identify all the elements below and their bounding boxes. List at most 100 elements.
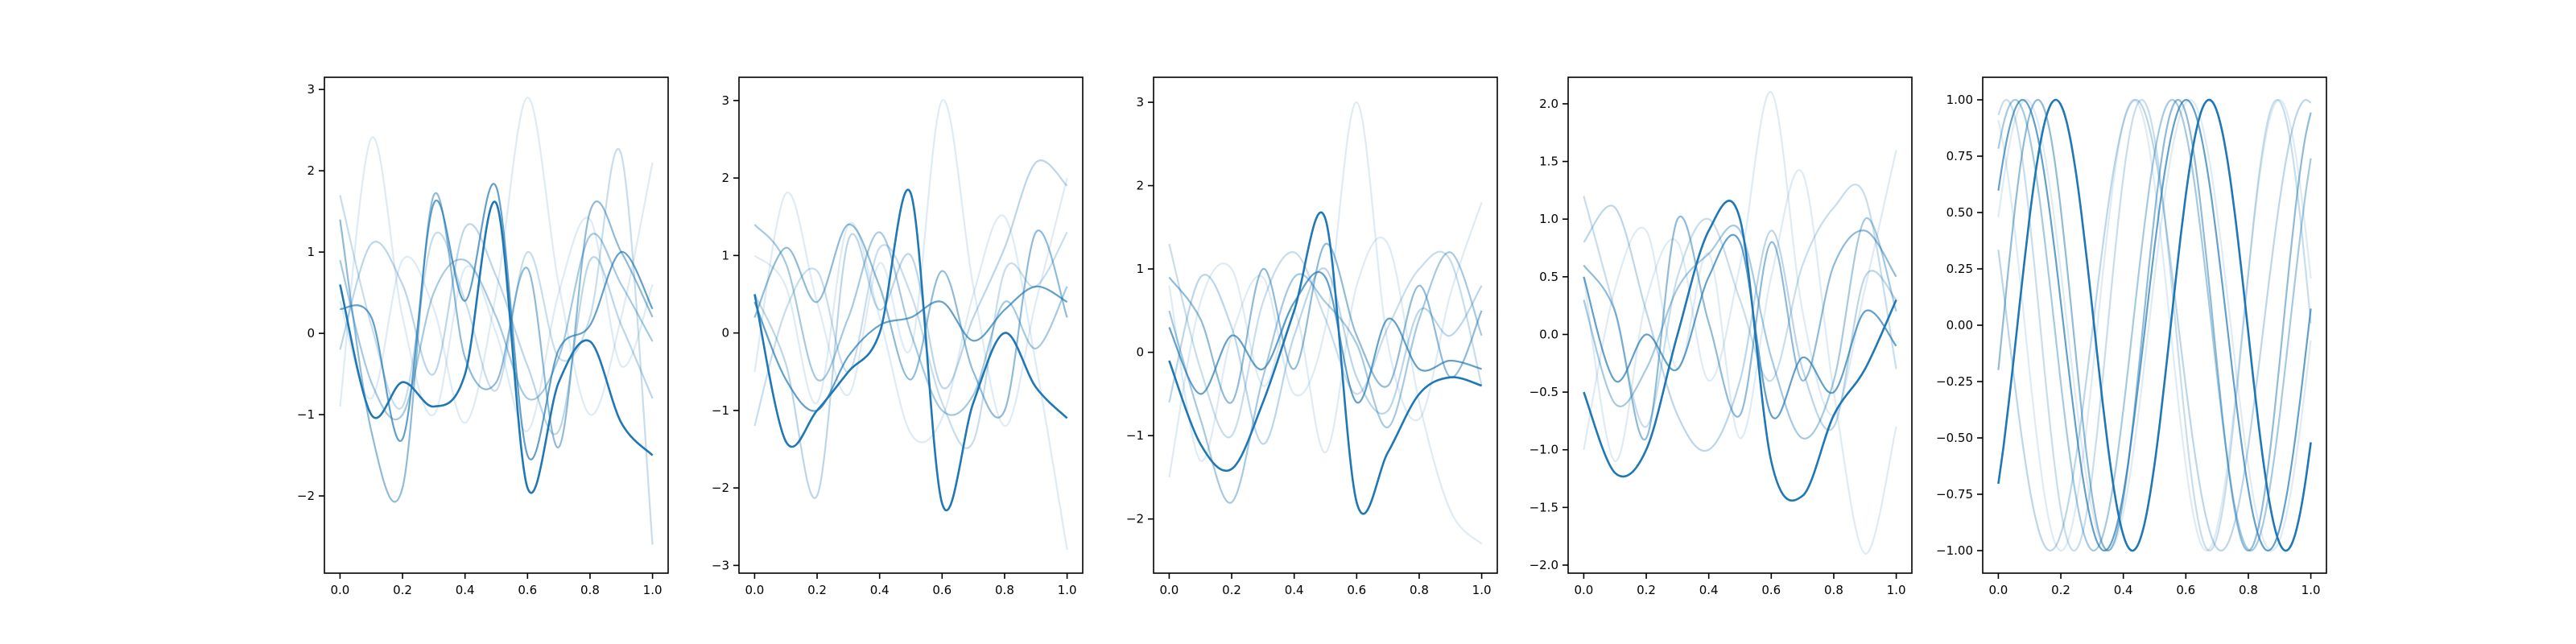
series-line-4 xyxy=(753,159,1068,499)
series-line-5 xyxy=(753,224,1068,416)
series-line-1 xyxy=(339,97,654,424)
series-line-2 xyxy=(1583,169,1897,555)
x-tick-label: 0.8 xyxy=(1410,583,1429,597)
series-line-4 xyxy=(1997,98,2312,552)
series-line-5 xyxy=(1583,217,1897,440)
y-tick-label: −1 xyxy=(712,403,729,418)
y-tick-label: −1.00 xyxy=(1936,543,1973,558)
y-tick-label: −1 xyxy=(297,407,315,422)
axes-frame xyxy=(1153,76,1498,574)
series-line-3 xyxy=(1583,184,1897,428)
series-line-6 xyxy=(1583,215,1897,441)
chart-panel-1: 0.0 0.2 0.4 0.6 0.8 1.0 −2 −1 0 1 2 3 xyxy=(297,76,669,597)
series-group xyxy=(1583,91,1897,555)
x-tick-label: 0.6 xyxy=(518,583,537,597)
series-line-3 xyxy=(753,231,1068,449)
y-tick-label: −0.50 xyxy=(1936,431,1973,445)
series-line-1 xyxy=(1168,101,1483,462)
y-tick-label: 0 xyxy=(1136,345,1144,360)
series-line-7 xyxy=(340,183,654,460)
series-line-3 xyxy=(1168,243,1483,439)
series-group xyxy=(1168,101,1483,545)
x-tick-label: 0.0 xyxy=(745,583,764,597)
series-line-4 xyxy=(1583,204,1897,452)
x-tick-label: 0.8 xyxy=(580,583,600,597)
y-tick-label: 2 xyxy=(721,171,729,185)
x-tick-label: 0.4 xyxy=(456,583,475,597)
x-tick-label: 0.0 xyxy=(330,583,349,597)
series-line-6 xyxy=(1168,242,1483,404)
y-tick-label: 0 xyxy=(721,326,729,341)
chart-panel-3: 0.0 0.2 0.4 0.6 0.8 1.0 −2 −1 0 1 2 3 xyxy=(1126,76,1498,597)
series-line-8 xyxy=(339,200,654,494)
x-tick-label: 0.2 xyxy=(1222,583,1241,597)
chart-panel-4: 0.0 0.2 0.4 0.6 0.8 1.0 −2.0 −1.5 −1.0 −0.5 0.0 0.5… xyxy=(1530,76,1913,597)
series-group xyxy=(339,97,654,545)
series-line-1 xyxy=(753,99,1068,427)
x-tick-label: 0.0 xyxy=(1574,583,1593,597)
y-tick-label: −3 xyxy=(712,558,729,572)
series-line-8 xyxy=(753,188,1068,512)
x-tick-label: 0.2 xyxy=(807,583,827,597)
series-line-6 xyxy=(339,192,654,503)
y-tick-label: 1.5 xyxy=(1539,155,1558,169)
x-tick-label: 1.0 xyxy=(643,583,663,597)
series-line-8 xyxy=(1997,98,2312,552)
series-line-5 xyxy=(339,233,654,421)
chart-panel-2: 0.0 0.2 0.4 0.6 0.8 1.0 −3 −2 −1 0 1 2 3 xyxy=(712,76,1084,597)
y-tick-label: −0.5 xyxy=(1530,385,1558,399)
y-tick-label: 2 xyxy=(307,163,315,178)
series-group xyxy=(1997,98,2312,552)
series-line-8 xyxy=(1168,211,1483,515)
y-tick-label: 2 xyxy=(1136,179,1144,193)
series-line-4 xyxy=(1168,267,1483,445)
series-line-7 xyxy=(1168,270,1482,403)
axes-frame xyxy=(1567,76,1913,574)
y-tick-label: 0.00 xyxy=(1946,318,1973,332)
x-tick-label: 1.0 xyxy=(1887,583,1906,597)
y-tick-label: −2 xyxy=(297,489,315,503)
x-tick-label: 0.8 xyxy=(1824,583,1843,597)
y-tick-label: −1.5 xyxy=(1530,500,1558,514)
y-tick-label: 0.50 xyxy=(1946,205,1973,220)
y-tick-label: 1 xyxy=(1136,262,1144,276)
x-tick-label: 0.4 xyxy=(1285,583,1304,597)
y-tick-label: −0.75 xyxy=(1936,487,1973,502)
x-tick-label: 1.0 xyxy=(2301,583,2321,597)
chart-panel-5: 0.0 0.2 0.4 0.6 0.8 1.0 −1.00 −0.75 −0.50 −0.25 0.… xyxy=(1936,76,2327,597)
y-tick-label: 3 xyxy=(307,82,315,97)
y-tick-label: 1.0 xyxy=(1539,212,1558,226)
x-tick-label: 0.6 xyxy=(1347,583,1366,597)
series-line-7 xyxy=(753,285,1068,412)
y-tick-label: 0 xyxy=(307,326,315,341)
y-tick-label: −1 xyxy=(1126,428,1144,443)
y-tick-label: 2.0 xyxy=(1539,97,1558,111)
y-tick-label: 0.25 xyxy=(1946,262,1973,276)
series-line-1 xyxy=(1997,98,2312,552)
x-tick-label: 0.6 xyxy=(932,583,952,597)
series-line-3 xyxy=(1997,98,2312,552)
axes-frame xyxy=(324,76,669,574)
y-tick-label: 1.00 xyxy=(1946,93,1973,107)
y-tick-label: 3 xyxy=(721,93,729,108)
x-tick-label: 1.0 xyxy=(1472,583,1492,597)
y-tick-label: 1 xyxy=(307,245,315,259)
series-line-7 xyxy=(1583,233,1897,419)
y-tick-label: −2 xyxy=(1126,512,1144,526)
y-tick-label: 3 xyxy=(1136,95,1144,109)
x-tick-label: 0.4 xyxy=(1699,583,1719,597)
x-tick-label: 0.2 xyxy=(2051,583,2070,597)
x-tick-label: 0.0 xyxy=(1988,583,2008,597)
series-line-4 xyxy=(339,223,654,436)
y-tick-label: −0.25 xyxy=(1936,374,1973,389)
series-line-6 xyxy=(1997,98,2312,552)
series-group xyxy=(753,99,1068,551)
y-tick-label: −1.0 xyxy=(1530,443,1558,457)
series-line-7 xyxy=(1997,98,2312,552)
x-tick-label: 0.4 xyxy=(870,583,890,597)
axes-frame xyxy=(738,76,1084,574)
y-tick-label: 0.5 xyxy=(1539,270,1558,284)
x-tick-label: 0.0 xyxy=(1159,583,1179,597)
